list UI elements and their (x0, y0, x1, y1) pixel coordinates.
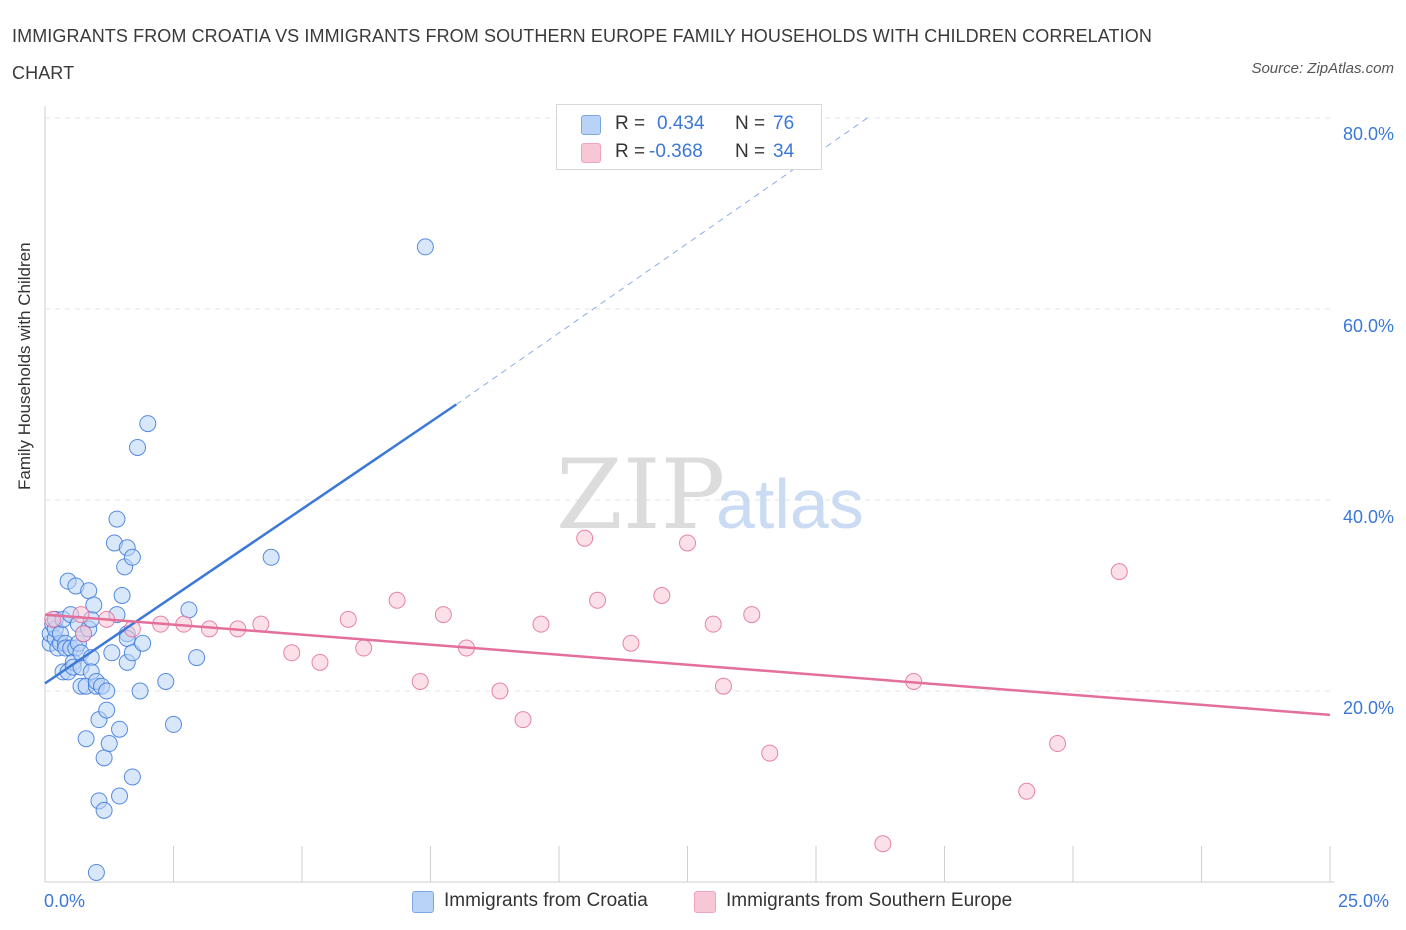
southern-europe-point (1049, 735, 1067, 753)
southern-europe-point (704, 615, 722, 633)
r-label: R = (615, 113, 646, 134)
n-label: N = (735, 141, 766, 162)
r-value-southern-europe: -0.368 (649, 141, 703, 162)
southern-europe-trend-line (44, 613, 1331, 717)
n-value-croatia: 76 (773, 113, 795, 134)
croatia-legend-icon (412, 891, 434, 913)
southern-europe-legend-label: Immigrants from Southern Europe (726, 890, 1013, 911)
stats-legend: R = 0.434 N = 76 R = -0.368 N = 34 (556, 104, 822, 170)
croatia-point (80, 582, 98, 600)
southern-europe-point (283, 644, 301, 662)
y-tick-label-40: 40.0% (1342, 507, 1394, 527)
trend-lines (44, 117, 1331, 717)
southern-europe-point (761, 744, 779, 762)
croatia-point (129, 438, 147, 456)
watermark-atlas: atlas (716, 465, 864, 543)
croatia-point (98, 682, 116, 700)
croatia-legend-label: Immigrants from Croatia (444, 890, 648, 911)
southern-europe-point (589, 591, 607, 609)
southern-europe-swatch-icon (581, 143, 601, 163)
grid-lines (45, 117, 1330, 692)
croatia-point (131, 682, 149, 700)
croatia-point (108, 510, 126, 528)
croatia-point (188, 649, 206, 667)
x-tick-label-max: 25.0% (1338, 891, 1390, 911)
watermark: ZIP atlas (556, 439, 864, 551)
southern-europe-point (75, 625, 93, 643)
croatia-point (95, 801, 113, 819)
southern-europe-point (714, 677, 732, 695)
southern-europe-point (576, 529, 594, 547)
croatia-point (111, 720, 129, 738)
croatia-point (134, 634, 152, 652)
source-label: Source: ZipAtlas.com (1251, 60, 1394, 77)
southern-europe-point (1018, 782, 1036, 800)
southern-europe-point (622, 634, 640, 652)
y-axis-title: Family Households with Children (15, 242, 34, 490)
croatia-point (113, 587, 131, 604)
chart-title: IMMIGRANTS FROM CROATIA VS IMMIGRANTS FR… (12, 26, 1152, 83)
southern-europe-point (434, 606, 452, 624)
southern-europe-point (411, 672, 429, 690)
croatia-point (103, 644, 121, 662)
southern-europe-point (532, 615, 550, 633)
y-tick-label-20: 20.0% (1342, 698, 1394, 718)
croatia-point (180, 601, 198, 619)
croatia-point (77, 730, 95, 748)
southern-europe-point (1110, 563, 1128, 581)
southern-europe-point (653, 587, 671, 604)
southern-europe-point (743, 606, 761, 624)
croatia-point (95, 749, 113, 767)
y-tick-label-60: 60.0% (1342, 316, 1394, 336)
croatia-point (165, 715, 182, 733)
croatia-point (100, 735, 118, 753)
r-label: R = (615, 141, 646, 162)
x-tick-label-min: 0.0% (44, 891, 86, 911)
croatia-trend-line (44, 403, 457, 685)
croatia-point (111, 787, 129, 805)
southern-europe-point (355, 639, 373, 657)
southern-europe-point (311, 653, 329, 671)
croatia-point (139, 415, 157, 433)
southern-europe-point (252, 615, 270, 633)
r-value-croatia: 0.434 (657, 113, 705, 134)
axes (44, 106, 1334, 883)
southern-europe-legend-icon (694, 891, 716, 913)
southern-europe-points (44, 529, 1128, 853)
southern-europe-point (874, 835, 892, 853)
croatia-point (157, 672, 175, 690)
croatia-point (123, 548, 141, 566)
southern-europe-point (339, 610, 357, 628)
croatia-point (123, 768, 141, 786)
southern-europe-point (514, 711, 532, 729)
n-value-southern-europe: 34 (773, 141, 795, 162)
southern-europe-point (388, 591, 406, 609)
southern-europe-point (679, 534, 696, 552)
croatia-point (98, 701, 116, 719)
croatia-point (87, 863, 105, 881)
croatia-swatch-icon (581, 115, 601, 135)
croatia-point (262, 548, 280, 566)
croatia-point (85, 596, 103, 614)
southern-europe-point (491, 682, 509, 700)
croatia-point (416, 238, 434, 256)
croatia-points (41, 238, 434, 881)
southern-europe-point (72, 606, 90, 624)
n-label: N = (735, 113, 766, 134)
y-tick-label-80: 80.0% (1342, 124, 1394, 144)
